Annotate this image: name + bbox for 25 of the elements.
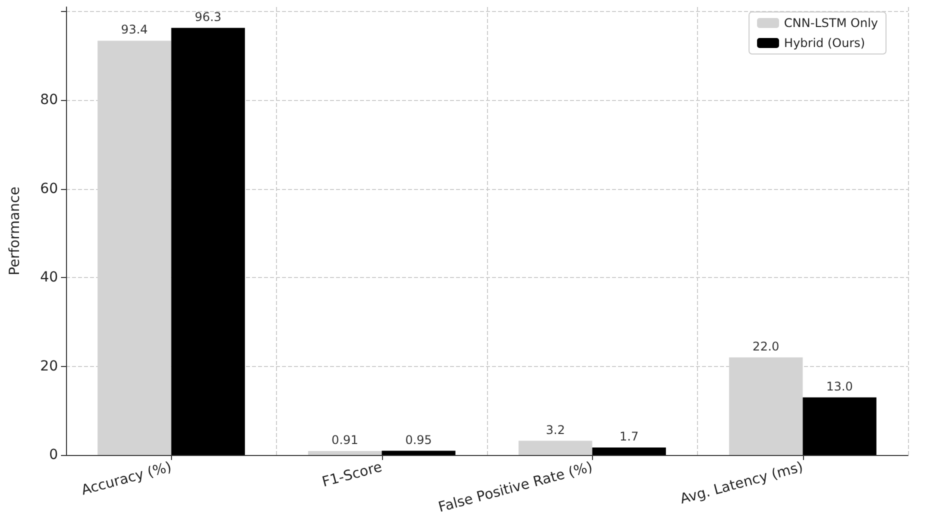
bar	[802, 397, 876, 455]
bar	[592, 447, 666, 455]
data-label: 0.91	[332, 432, 358, 447]
data-label: 96.3	[194, 10, 222, 24]
data-label: 0.95	[405, 432, 432, 447]
x-tick-label: Avg. Latency (ms)	[678, 459, 805, 508]
legend-label: Hybrid (Ours)	[784, 36, 866, 50]
data-label: 93.4	[121, 22, 148, 37]
data-label: 1.7	[620, 429, 639, 444]
y-tick-label: 0	[49, 447, 58, 463]
y-tick-label: 20	[40, 358, 58, 374]
data-label: 22.0	[752, 339, 780, 354]
x-tick-label: F1-Score	[320, 459, 384, 491]
x-tick-label: False Positive Rate (%)	[436, 459, 594, 516]
legend-label: CNN-LSTM Only	[784, 16, 878, 30]
bar	[308, 450, 382, 455]
bar	[518, 440, 592, 455]
y-tick-label: 40	[40, 270, 58, 286]
y-tick-label: 60	[40, 180, 58, 197]
data-label: 13.0	[826, 379, 853, 394]
y-tick-label: 80	[40, 92, 58, 108]
bar	[382, 450, 456, 455]
bar	[171, 28, 245, 455]
y-axis-title: Performance	[7, 186, 23, 276]
data-label: 3.2	[546, 422, 565, 437]
